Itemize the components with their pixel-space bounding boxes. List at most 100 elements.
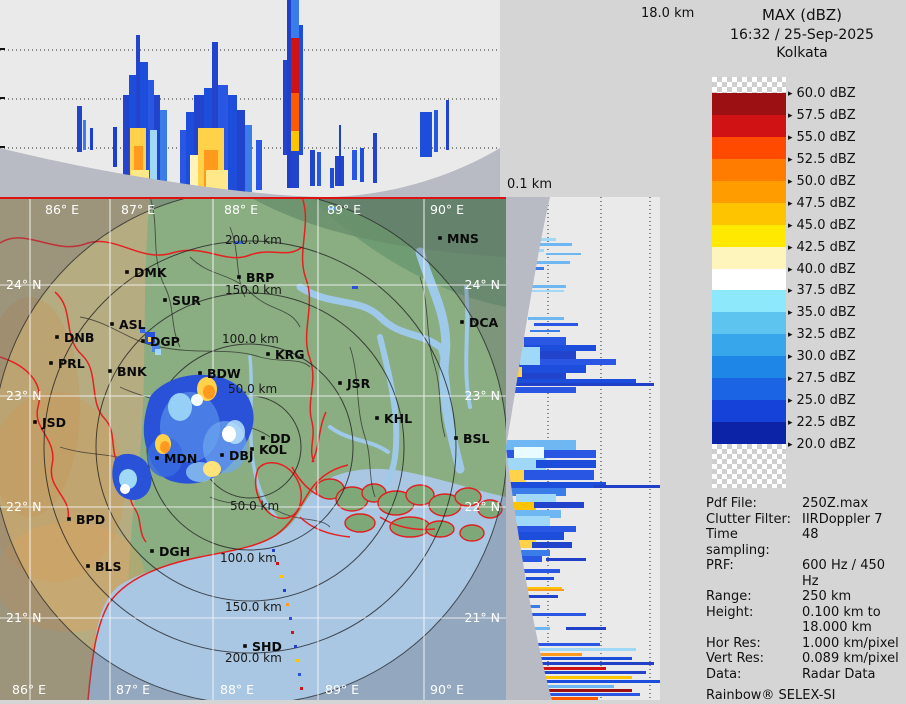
lon-label: 89° E (325, 682, 359, 697)
legend-tick-icon: ▸ (788, 132, 793, 143)
city-label: MNS (447, 231, 479, 246)
city-label: KOL (259, 442, 287, 457)
info-label: Height: (706, 604, 754, 620)
legend-label: ▸ 35.0 dBZ (788, 305, 856, 321)
legend-color-band (712, 334, 786, 357)
legend-label: ▸ 47.5 dBZ (788, 195, 856, 211)
legend-label: ▸ 30.0 dBZ (788, 349, 856, 365)
info-value: IIRDoppler 7 (802, 511, 883, 527)
city-label: BNK (117, 364, 148, 379)
map-echoes (112, 207, 358, 690)
city-label: ASL (119, 317, 146, 332)
legend-color-band (712, 136, 786, 159)
city-marker (110, 322, 114, 326)
info-value: Radar Data (802, 666, 876, 682)
lon-label: 87° E (121, 202, 155, 217)
city-marker (237, 275, 241, 279)
lon-label: 86° E (45, 202, 79, 217)
ring-distance-label: 50.0 km (228, 382, 277, 396)
city-label: BPD (76, 512, 105, 527)
side-panel-echoes (506, 238, 660, 700)
info-row: Clutter Filter: IIRDoppler 7 (706, 512, 904, 528)
legend-transparent-band (712, 444, 786, 488)
city-marker (460, 320, 464, 324)
info-value: 0.100 km to 18.000 km (802, 604, 881, 636)
graticule (0, 197, 506, 700)
city-label: DBJ (229, 448, 254, 463)
legend-label: ▸ 40.0 dBZ (788, 261, 856, 277)
city-marker (198, 371, 202, 375)
legend-color-band (712, 246, 786, 269)
lat-label: 24° N (465, 277, 500, 292)
legend-tick-icon: ▸ (788, 198, 793, 209)
info-row: Height: 0.100 km to 18.000 km (706, 605, 904, 636)
lon-label: 90° E (430, 202, 464, 217)
legend-label: ▸ 22.5 dBZ (788, 415, 856, 431)
info-label: Clutter Filter: (706, 511, 791, 527)
city-marker (220, 453, 224, 457)
legend-tick-icon: ▸ (788, 374, 793, 385)
legend-tick-icon: ▸ (788, 308, 793, 319)
legend-label: ▸ 32.5 dBZ (788, 327, 856, 343)
info-value: 0.089 km/pixel (802, 651, 899, 666)
info-row: Hor Res: 1.000 km/pixel (706, 636, 904, 652)
info-row: Data: Radar Data (706, 667, 904, 683)
info-label: Hor Res: (706, 635, 761, 651)
info-row: Pdf File: 250Z.max (706, 496, 904, 512)
max-height-label: 18.0 km (641, 6, 695, 21)
city-marker (108, 369, 112, 373)
legend-color-band (712, 290, 786, 313)
legend-label: ▸ 20.0 dBZ (788, 437, 856, 453)
lon-label: 89° E (327, 202, 361, 217)
ring-distance-label: 200.0 km (225, 651, 282, 665)
scan-datetime: 16:32 / 25-Sep-2025 (730, 27, 874, 43)
info-label: Range: (706, 589, 752, 604)
lon-label: 87° E (116, 682, 150, 697)
header-block: MAX (dBZ) 16:32 / 25-Sep-2025 Kolkata (690, 6, 906, 61)
city-marker (266, 352, 270, 356)
legend-label: ▸ 60.0 dBZ (788, 86, 856, 101)
city-label: KHL (384, 411, 412, 426)
sea-speck-trail (272, 549, 303, 690)
legend-tick-icon: ▸ (788, 330, 793, 341)
legend-tick-icon: ▸ (788, 440, 793, 451)
blind-zone-wedge (0, 148, 500, 197)
city-label: PRL (58, 356, 85, 371)
legend-tick-icon: ▸ (788, 286, 793, 297)
info-label: PRF: (706, 558, 734, 573)
legend-label: ▸ 37.5 dBZ (788, 283, 856, 299)
city-marker (150, 549, 154, 553)
city-label: DNB (64, 330, 94, 345)
city-label: JSR (346, 376, 371, 391)
legend-tick-icon: ▸ (788, 176, 793, 187)
blind-zone-wedge (506, 447, 552, 700)
city-label: BLS (95, 559, 122, 574)
legend-label: ▸ 57.5 dBZ (788, 107, 856, 123)
city-marker (33, 420, 37, 424)
legend-color-band (712, 202, 786, 225)
city-label: SHD (252, 639, 282, 654)
legend-label: ▸ 50.0 dBZ (788, 173, 856, 189)
legend-tick-icon: ▸ (788, 352, 793, 363)
vertical-profile-top-panel (0, 0, 500, 197)
info-row: PRF: 600 Hz / 450 Hz (706, 558, 904, 589)
city-label: DGP (150, 334, 180, 349)
legend-color-band (712, 180, 786, 203)
city-label: SUR (172, 293, 201, 308)
top-panel-echoes (77, 0, 449, 192)
info-value: 1.000 km/pixel (802, 635, 899, 651)
lon-label: 88° E (220, 682, 254, 697)
lon-label: 88° E (224, 202, 258, 217)
radar-map-panel: 86° E 86° E 87° E 87° E 88° E 88° E 89° E 89° E… (0, 189, 508, 704)
city-marker (250, 447, 254, 451)
legend-tick-icon: ▸ (788, 418, 793, 429)
vertical-profile-side-panel (506, 197, 660, 700)
legend-tick-icon: ▸ (788, 264, 793, 275)
city-label: KRG (275, 347, 305, 362)
city-label: JSD (41, 415, 66, 430)
city-marker (243, 644, 247, 648)
lat-label: 22° N (465, 499, 500, 514)
city-label: MDN (164, 451, 197, 466)
legend-label: ▸ 55.0 dBZ (788, 129, 856, 145)
